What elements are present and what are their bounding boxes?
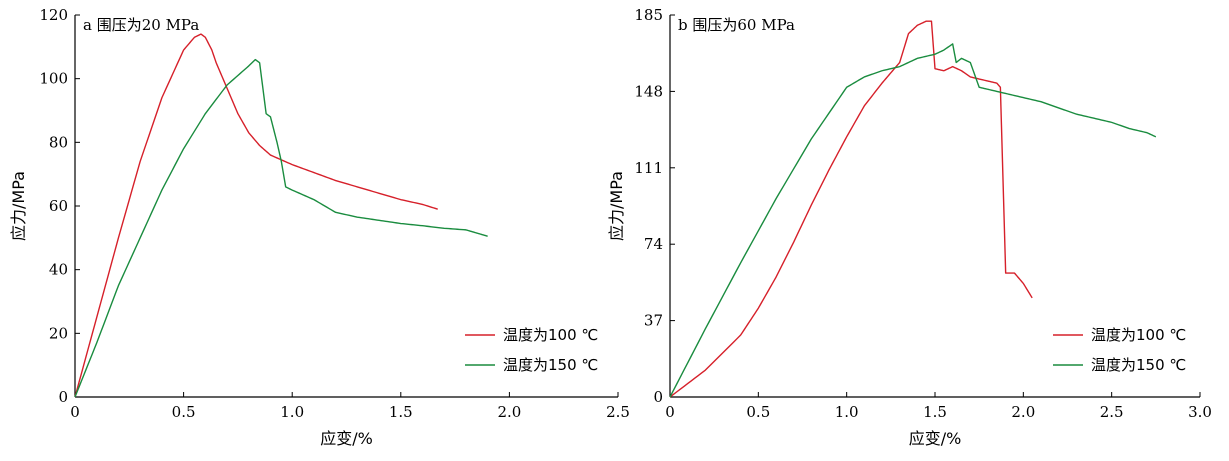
series-line-100c [74,33,438,398]
x-tick-label: 2.5 [1100,403,1124,421]
y-tick-label: 185 [634,6,663,24]
series-line-100c [669,20,1033,398]
x-tick-label: 2.0 [497,403,521,421]
x-tick-label: 2.5 [606,403,630,421]
x-tick-label: 0 [665,403,675,421]
y-tick-label: 111 [634,159,663,177]
panel-title: a 围压为20 MPa [83,16,199,34]
x-tick-label: 1.0 [835,403,859,421]
x-tick-label: 1.5 [389,403,413,421]
y-tick-label: 120 [39,6,68,24]
y-tick-label: 148 [634,82,663,100]
legend-label: 温度为150 ℃ [1091,356,1186,374]
y-tick-label: 20 [49,324,68,342]
x-tick-label: 3.0 [1188,403,1212,421]
series-line-150c [74,58,488,398]
y-tick-label: 0 [58,388,68,406]
legend-label: 温度为150 ℃ [503,356,598,374]
panel-title: b 围压为60 MPa [678,16,795,34]
y-tick-label: 80 [49,133,68,151]
x-tick-label: 0 [70,403,80,421]
chart-panel-a: 0 0.5 1.0 1.5 2.0 2.5 0 20 40 60 80 100 120 a 围压为20 M… [9,6,630,448]
y-tick-label: 100 [39,70,68,88]
y-tick-label: 60 [49,197,68,215]
y-axis-title: 应力/MPa [607,171,626,241]
chart-panel-b: 0 0.5 1.0 1.5 2.0 2.5 3.0 0 37 74 111 148 185 b 围压为60… [607,6,1212,448]
x-tick-label: 1.0 [280,403,304,421]
x-tick-label: 0.5 [746,403,770,421]
x-tick-label: 2.0 [1011,403,1035,421]
y-tick-label: 40 [49,261,68,279]
x-axis-title: 应变/% [320,429,373,448]
y-axis-title: 应力/MPa [9,171,28,241]
y-tick-label: 0 [653,388,663,406]
series-line-150c [669,43,1157,398]
legend-label: 温度为100 ℃ [503,326,598,344]
y-tick-label: 74 [644,235,663,253]
x-tick-label: 1.5 [923,403,947,421]
x-tick-label: 0.5 [172,403,196,421]
y-tick-label: 37 [644,312,663,330]
legend-label: 温度为100 ℃ [1091,326,1186,344]
x-axis-title: 应变/% [909,429,962,448]
